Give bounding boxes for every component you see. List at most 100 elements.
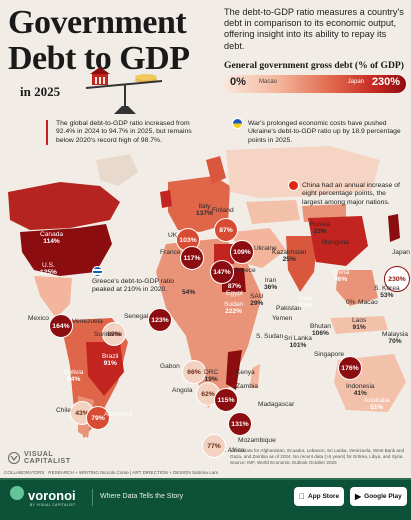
play-icon: ▶ [355,492,362,501]
country-label-macao-name: Macao [358,299,378,306]
country-label-venezuela: Venezuela [72,318,103,325]
legend-min-value: 0% [230,76,246,88]
country-label-kazakhstan: Kazakhstan 25% [272,249,307,263]
global-callout: The global debt-to-GDP ratio increased f… [46,120,210,146]
country-label-us: U.S. 125% [40,262,57,276]
map-shapes [8,146,406,438]
mexico-shape [34,276,72,318]
country-label-suriname: Suriname [94,331,123,338]
country-label-bhutan: Bhutan 106% [310,323,331,337]
footer-separator [92,489,93,506]
footer-tagline: Where Data Tells the Story [100,493,184,500]
country-label-mongolia: Mongolia [322,239,349,246]
circle-suriname: 89% [102,322,126,346]
country-label-greece: Greece [234,267,256,274]
country-label-angola: Angola [172,387,193,394]
circle-venezuela: 164% [49,314,73,338]
app-store-button[interactable]:  App Store [294,487,345,506]
finland-shape [206,156,226,184]
ukraine-callout: War's prolonged economic costs have push… [248,120,401,144]
country-label-gabon: Gabon [160,363,180,370]
legend-color-scale: 0% Macao Japan 230% [224,75,406,93]
country-label-italy: Italy 137% [196,203,213,217]
circle-france: 117% [180,246,204,270]
indonesia-shape [330,316,388,334]
google-play-label: Google Play [364,493,402,500]
country-label-chile: Chile [56,407,72,414]
greece-flag-icon [92,266,103,277]
china-flag-icon [288,180,299,191]
country-label-finland: Finland [212,207,234,214]
china-shape [308,216,368,266]
uk-shape [160,190,172,208]
country-label-australia: Australia 51% [364,397,390,411]
country-label-japan: Japan [392,249,410,256]
visual-capitalist-brand: VISUAL CAPITALIST [24,451,71,466]
collaborators-line: COLLABORATORS RESEARCH + WRITING Niccolo… [4,470,219,475]
canada-shape [8,182,120,230]
country-label-france: France [160,249,181,256]
subtitle: The debt-to-GDP ratio measures a country… [224,7,404,51]
legend-min-country: Macao [259,79,278,85]
balance-scale-icon [85,67,163,114]
country-label-macao: 0% [346,299,356,306]
footnote: Latest data for Afghanistan, Ecuador, Le… [230,448,405,465]
country-label-sri-lanka: Sri Lanka 101% [284,335,312,349]
country-label-laos: Laos 91% [352,317,367,331]
country-label-china: China 96% [332,269,350,283]
europe-shape [168,176,230,232]
country-label-ukraine: Ukraine [254,245,277,252]
voronoi-subtitle: BY VISUAL CAPITALIST [30,503,76,507]
greenland-shape [96,154,138,186]
voronoi-brand[interactable]: voronoi [28,488,76,503]
legend-title: General government gross debt (% of GDP) [224,60,404,71]
ukraine-flag-icon [232,118,243,129]
greece-callout: Greece's debt-to-GDP ratio peaked at 210… [92,278,175,294]
kazakhstan-shape [246,200,300,224]
circle-senegal: 123% [148,308,172,332]
mozambique-shape [226,350,242,390]
circle-zambia: 115% [214,388,238,412]
circle-gabon: 66% [182,360,206,384]
country-label-mexico: Mexico [28,315,49,322]
egypt-shape [214,244,234,264]
title-line-1: Government [8,4,187,41]
apple-icon:  [299,492,305,501]
country-label-india: India 81% [298,295,313,309]
country-label-madagascar: Madagascar [258,401,295,408]
country-label-algeria: 54% [182,289,196,296]
country-label-pakistan: Pakistan [276,305,302,312]
circle-argentina: 79% [86,406,110,430]
country-label-zambia: Zambia [236,383,258,390]
year-label: in 2025 [20,84,61,99]
southeast-asia-shape [336,270,378,306]
country-label-malaysia: Malaysia 70% [382,331,409,345]
china-callout: China had an annual increase of eight pe… [302,182,400,206]
russia-shape [226,146,380,198]
country-label-mozambique: Mozambique [238,437,276,444]
us-shape [20,224,112,276]
country-label-brazil: Brazil 91% [102,353,119,367]
country-label-s-korea: S. Korea 53% [374,285,400,299]
country-label-canada: Canada 114% [40,231,64,245]
country-label-indonesia: Indonesia 41% [346,383,375,397]
country-label-iran: Iran 36% [264,277,278,291]
circle-ukraine: 109% [230,240,254,264]
visual-capitalist-logo-icon [8,452,20,464]
circle-japan: 230% [384,266,410,292]
legend-max-country: Japan [347,79,364,85]
country-label-s-sudan: S. Sudan [256,333,284,340]
country-label-egypt: 87% Egypt [226,283,243,297]
google-play-button[interactable]: ▶ Google Play [350,487,407,506]
country-label-kenya: Kenya [236,369,255,376]
world-map: The global debt-to-GDP ratio increased f… [0,118,411,476]
legend-max-value: 230% [371,76,400,88]
country-label-singapore: Singapore [314,351,345,358]
country-label-sau: SAU 29% [250,293,264,307]
country-label-s-africa: S. Africa [220,447,245,454]
voronoi-logo-icon [10,486,24,500]
country-label-russia: Russia 23% [310,221,331,235]
country-label-senegal: Senegal [124,313,149,320]
footer-divider [0,478,411,480]
circle-singapore: 176% [338,356,362,380]
